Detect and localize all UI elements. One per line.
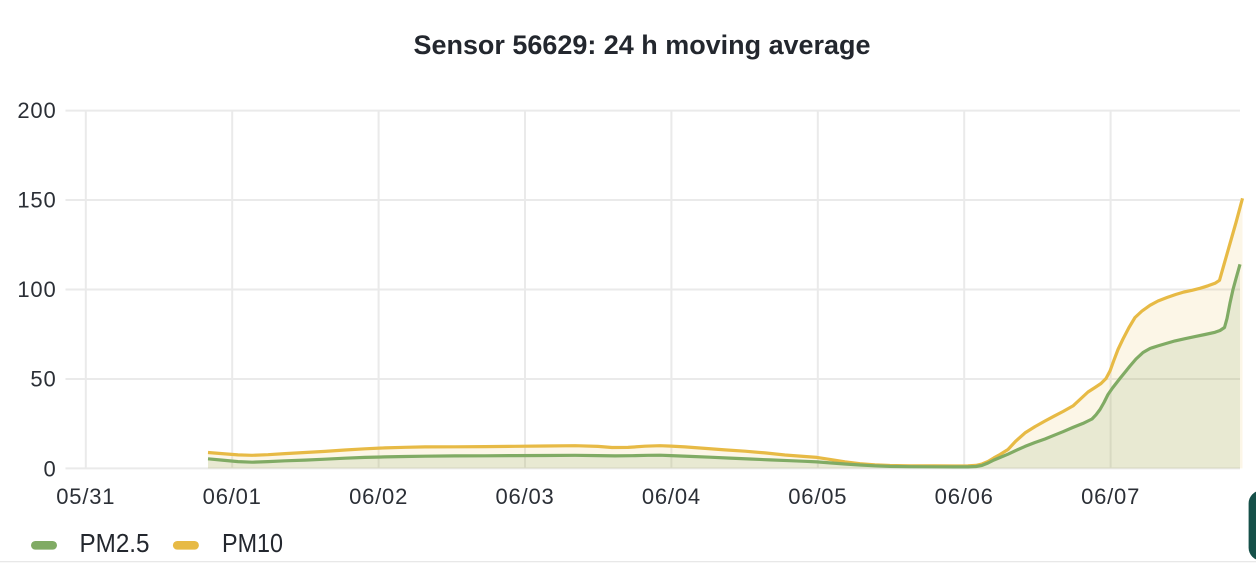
svg-text:06/03: 06/03 [495,484,554,509]
svg-text:06/01: 06/01 [203,484,262,509]
svg-text:150: 150 [17,188,56,213]
svg-text:Sensor 56629: 24 h moving aver: Sensor 56629: 24 h moving average [414,30,871,60]
svg-text:06/05: 06/05 [788,484,847,509]
svg-text:06/04: 06/04 [642,484,701,509]
svg-text:PM2.5: PM2.5 [80,530,150,558]
svg-text:06/07: 06/07 [1081,484,1140,509]
svg-text:06/06: 06/06 [935,484,994,509]
svg-text:0: 0 [43,457,56,482]
svg-text:05/31: 05/31 [56,484,115,509]
svg-text:100: 100 [17,277,56,302]
svg-text:50: 50 [30,367,56,392]
svg-text:06/02: 06/02 [349,484,408,509]
svg-text:PM10: PM10 [222,530,283,558]
svg-text:200: 200 [17,98,56,123]
